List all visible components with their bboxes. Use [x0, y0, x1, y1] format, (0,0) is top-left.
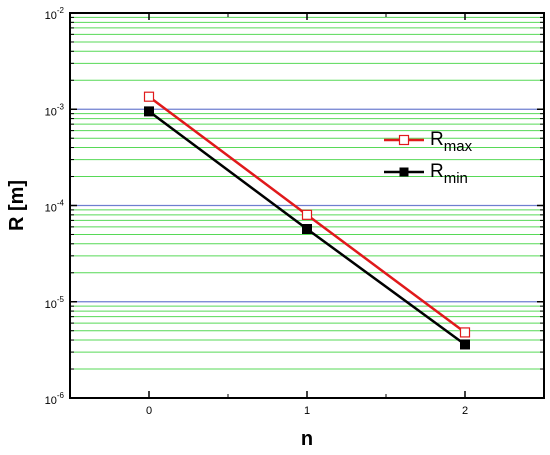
x-tick-label: 1: [304, 405, 310, 417]
y-tick-label: 10-5: [45, 295, 65, 311]
data-point: [460, 339, 470, 350]
data-point: [143, 91, 155, 102]
legend-entry: Rmin: [384, 161, 468, 187]
data-point: [144, 106, 154, 117]
series-min: [144, 106, 470, 350]
y-axis-title: R [m]: [6, 180, 28, 231]
series-max: [143, 91, 471, 338]
x-tick-label: 0: [146, 405, 152, 417]
y-tick-label: 10-4: [45, 199, 65, 215]
series-layer: [143, 91, 471, 350]
axis-ticks: [69, 12, 545, 399]
legend-entry: Rmax: [384, 129, 473, 155]
y-tick-label: 10-6: [45, 391, 65, 407]
legend-label: Rmax: [430, 129, 473, 155]
x-tick-label: 2: [462, 405, 468, 417]
x-axis-title: n: [301, 428, 313, 450]
legend-label: Rmin: [430, 161, 468, 187]
data-point: [459, 327, 471, 338]
data-point: [301, 209, 313, 220]
legend-marker: [398, 134, 410, 146]
grid-lines: [70, 12, 544, 399]
legend-marker: [399, 167, 409, 177]
y-tick-label: 10-2: [45, 6, 65, 22]
tick-labels: 10-6 10-5 10-4 10-3 10-2 0 1 2: [45, 6, 468, 417]
data-point: [302, 223, 312, 234]
y-tick-label: 10-3: [45, 102, 65, 118]
legend: Rmax Rmin: [384, 129, 473, 187]
